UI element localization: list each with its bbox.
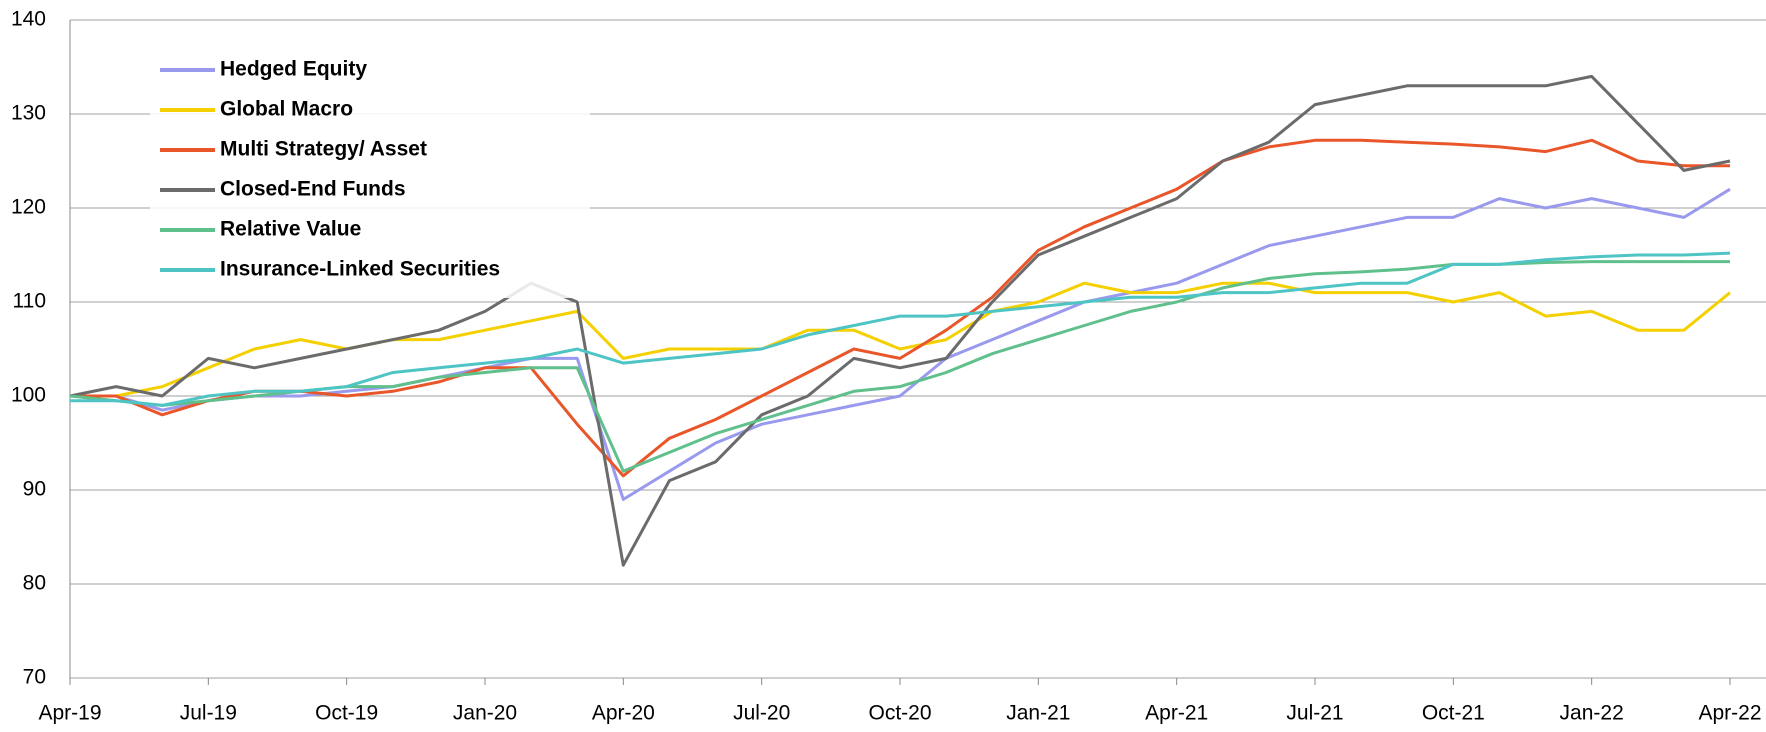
series-line (70, 251, 1731, 407)
x-tick-label: Jul-21 (1286, 702, 1343, 725)
x-tick-label: Jan-22 (1560, 702, 1624, 725)
x-tick-label: Apr-21 (1145, 702, 1208, 725)
legend-label: Relative Value (220, 218, 361, 241)
legend-bg (150, 48, 590, 298)
x-tick-label: Jan-21 (1006, 702, 1070, 725)
x-tick-label: Oct-19 (315, 702, 378, 725)
x-tick-label: Apr-20 (592, 702, 655, 725)
series-line (70, 187, 1731, 501)
legend-label: Insurance-Linked Securities (220, 258, 500, 281)
legend-label: Hedged Equity (220, 58, 367, 81)
series-line (69, 74, 1731, 567)
y-tick-label: 100 (11, 384, 46, 407)
y-tick-label: 120 (11, 196, 46, 219)
y-tick-label: 90 (23, 478, 46, 501)
y-tick-label: 70 (23, 666, 46, 689)
x-tick-label: Apr-22 (1698, 702, 1761, 725)
x-tick-label: Jul-20 (733, 702, 790, 725)
x-tick-label: Oct-21 (1422, 702, 1485, 725)
x-tick-label: Apr-19 (38, 702, 101, 725)
y-tick-label: 130 (11, 102, 46, 125)
x-tick-label: Jan-20 (453, 702, 517, 725)
legend-label: Closed-End Funds (220, 178, 406, 201)
series-line (70, 281, 1731, 398)
y-tick-label: 110 (13, 290, 46, 313)
y-tick-label: 80 (23, 572, 46, 595)
legend-label: Global Macro (220, 98, 353, 121)
legend-label: Multi Strategy/ Asset (220, 138, 427, 161)
y-tick-label: 140 (11, 8, 46, 31)
x-tick-label: Jul-19 (180, 702, 237, 725)
x-tick-label: Oct-20 (868, 702, 931, 725)
series-line (70, 138, 1730, 478)
